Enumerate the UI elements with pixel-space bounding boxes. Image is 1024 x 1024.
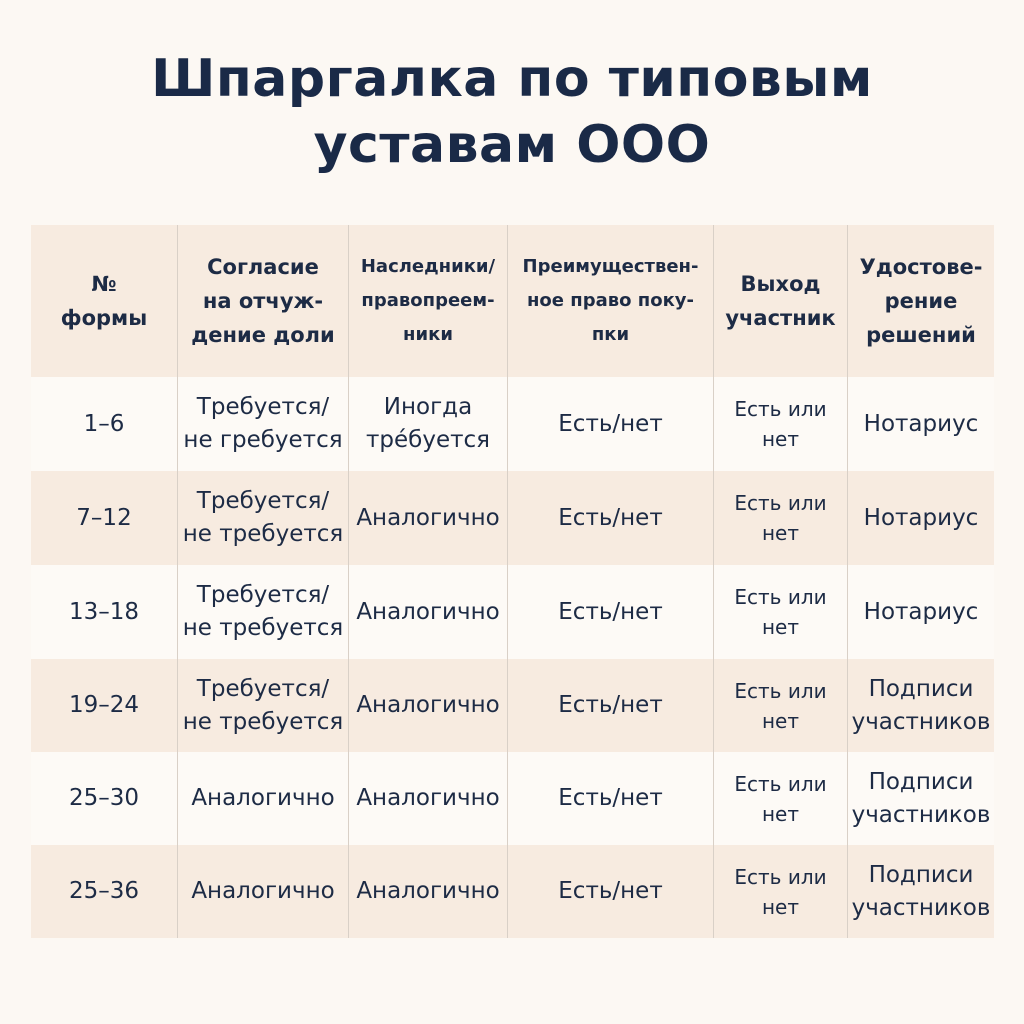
cell-consent: Аналогично <box>177 752 348 845</box>
cell-form-number: 1–6 <box>83 410 125 437</box>
table-row: 1–6 Требуется/ не гребуется Иногда трéбу… <box>31 377 994 471</box>
cell-exit: Есть или нет <box>713 471 847 565</box>
header-participant-exit: Выход участник <box>713 225 847 377</box>
cell-form-number: 13–18 <box>68 598 140 625</box>
table-row: 25–30 Аналогично Аналогично Есть/нет Ест… <box>31 752 994 845</box>
cell-preemptive-right: Есть/нет <box>507 377 713 471</box>
table-row: 13–18 Требуется/ не требуется Аналогично… <box>31 565 994 659</box>
header-share-alienation-consent: Согласие на отчуж- дение доли <box>177 225 348 377</box>
cell-preemptive-right: Есть/нет <box>507 471 713 565</box>
cell-certification: Нотариус <box>847 377 994 471</box>
cell-form-number: 25–36 <box>68 878 140 904</box>
cell-heirs: Аналогично <box>348 471 507 565</box>
header-heirs-successors: Наследники/ правопреем- ники <box>348 225 507 377</box>
page-title: Шпаргалка по типовым уставам ООО <box>0 46 1024 178</box>
cell-form-number: 7–12 <box>76 504 132 531</box>
cell-preemptive-right: Есть/нет <box>507 565 713 659</box>
header-form-number: № формы <box>60 272 148 330</box>
cell-certification: Нотариус <box>847 565 994 659</box>
cell-exit: Есть или нет <box>713 377 847 471</box>
cell-preemptive-right: Есть/нет <box>507 659 713 752</box>
cell-heirs: Аналогично <box>348 752 507 845</box>
cell-preemptive-right: Есть/нет <box>507 845 713 938</box>
cell-form-number: 25–30 <box>68 785 140 811</box>
forms-table: № формы Согласие на отчуж- дение доли На… <box>31 225 994 938</box>
cell-exit: Есть или нет <box>713 845 847 938</box>
cell-form-number: 19–24 <box>68 692 140 718</box>
cell-exit: Есть или нет <box>713 659 847 752</box>
cell-consent: Требуется/ не требуется <box>177 565 348 659</box>
cell-consent: Требуется/ не требуется <box>177 471 348 565</box>
cell-consent: Аналогично <box>177 845 348 938</box>
cell-heirs: Иногда трéбуется <box>348 377 507 471</box>
cell-exit: Есть или нет <box>713 565 847 659</box>
cell-certification: Подписи участников <box>847 752 994 845</box>
page-title-line-1: Шпаргалка по типовым <box>151 49 873 109</box>
header-decision-certification: Удостове- рение решений <box>847 225 994 377</box>
cell-heirs: Аналогично <box>348 845 507 938</box>
cell-preemptive-right: Есть/нет <box>507 752 713 845</box>
cell-exit: Есть или нет <box>713 752 847 845</box>
table-row: 25–36 Аналогично Аналогично Есть/нет Ест… <box>31 845 994 938</box>
cell-certification: Подписи участников <box>847 659 994 752</box>
header-preemptive-right: Преимуществен- ное право поку- пки <box>507 225 713 377</box>
cell-consent: Требуется/ не требуется <box>177 659 348 752</box>
cell-certification: Подписи участников <box>847 845 994 938</box>
table-row: 19–24 Требуется/ не требуется Аналогично… <box>31 659 994 752</box>
table-header-row: № формы Согласие на отчуж- дение доли На… <box>31 225 994 377</box>
table-row: 7–12 Требуется/ не требуется Аналогично … <box>31 471 994 565</box>
cell-heirs: Аналогично <box>348 565 507 659</box>
cell-certification: Нотариус <box>847 471 994 565</box>
page-title-line-2: уставам ООО <box>313 115 711 175</box>
cell-heirs: Аналогично <box>348 659 507 752</box>
cell-consent: Требуется/ не гребуется <box>177 377 348 471</box>
